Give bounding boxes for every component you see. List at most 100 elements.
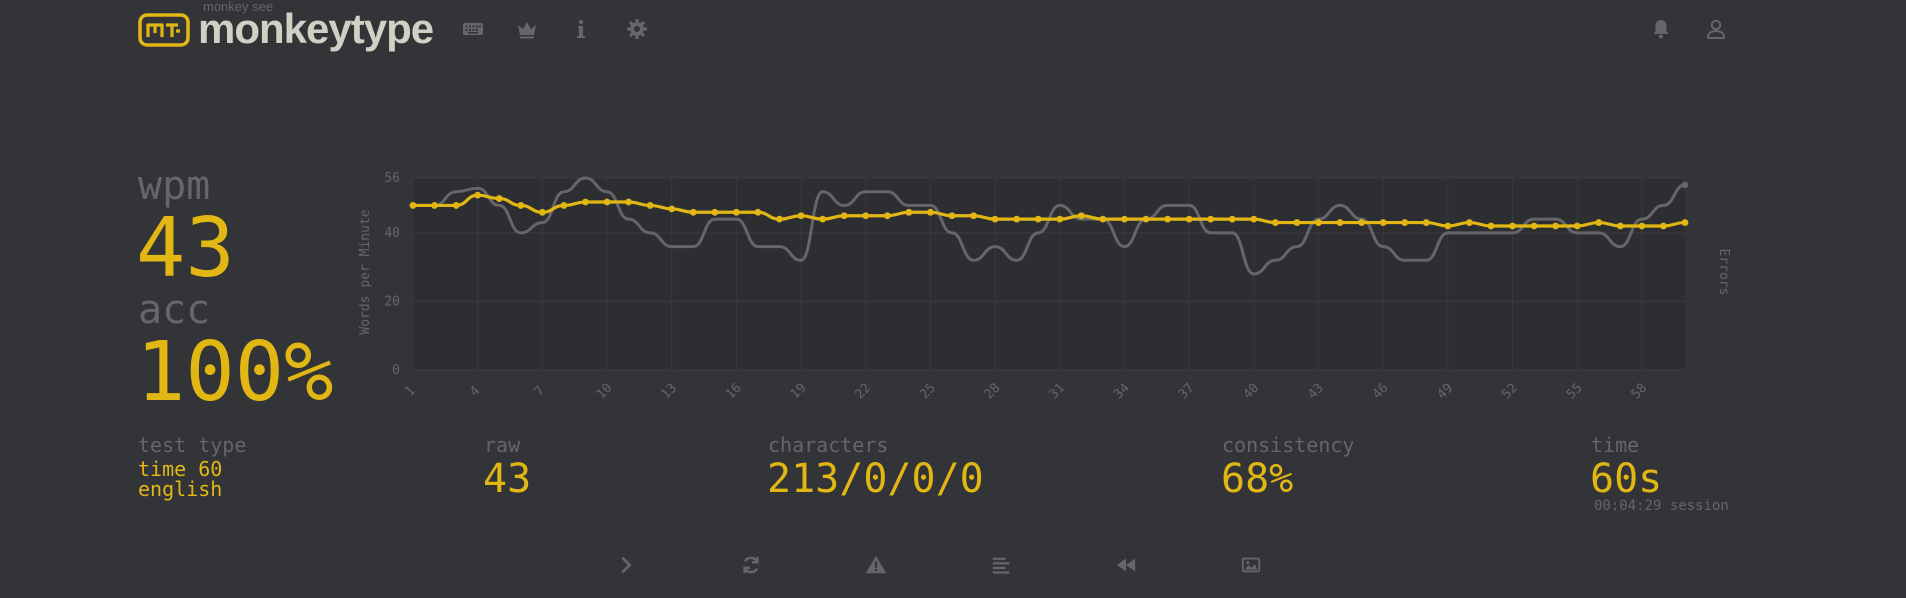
wpm-series-point [970, 212, 977, 220]
wpm-series-point [1552, 222, 1560, 230]
wpm-series-point [948, 212, 956, 220]
chart-grid [412, 177, 1685, 371]
next-test-button[interactable] [610, 549, 642, 581]
characters-value: 213/0/0/0 [767, 456, 984, 502]
chart-y-tick-label: 40 [384, 226, 400, 241]
words-history-button[interactable] [985, 549, 1017, 581]
screenshot-button[interactable] [1235, 549, 1267, 581]
restart-button[interactable] [735, 549, 767, 581]
session-time: 00:04:29 session [1594, 498, 1729, 514]
wpm-series-point [1595, 219, 1603, 226]
wpm-series-point [689, 208, 697, 216]
consistency-value: 68% [1221, 456, 1294, 502]
user-icon[interactable] [1703, 16, 1729, 42]
wpm-series-point [1379, 219, 1387, 226]
replay-button[interactable] [1110, 549, 1142, 581]
wpm-series-point [1358, 219, 1366, 226]
wpm-series-point [776, 215, 783, 223]
wpm-series-point [819, 215, 827, 223]
chart-x-tick-label: 22 [852, 381, 874, 403]
chart-x-tick-label: 19 [788, 381, 810, 403]
test-type-label: test type [138, 433, 247, 457]
chart-x-tick-label: 28 [982, 381, 1004, 403]
time-value: 60s [1590, 456, 1663, 502]
crown-icon[interactable] [514, 16, 540, 42]
chart-x-tick-label: 46 [1370, 381, 1392, 403]
wpm-series-point [1487, 222, 1495, 230]
wpm-series-point [409, 202, 417, 209]
logo-text[interactable]: monkeytype [198, 5, 434, 52]
consistency-label: consistency [1222, 433, 1355, 457]
chart-y-tick-label: 56 [384, 171, 400, 186]
chart-x-tick-label: 34 [1111, 381, 1133, 403]
chart-x-tick-label: 7 [532, 383, 548, 399]
chart-x-tick-label: 10 [594, 381, 616, 403]
wpm-series-point [1164, 215, 1171, 223]
words-history-icon [992, 557, 1010, 574]
wpm-series-point [1509, 222, 1516, 230]
report-icon [865, 555, 887, 574]
wpm-series-point [1293, 219, 1301, 226]
chart-x-tick-label: 4 [467, 383, 483, 399]
chart-x-tick-label: 55 [1564, 381, 1586, 403]
chart-x-tick-label: 16 [723, 381, 745, 403]
wpm-series-point [1121, 215, 1128, 223]
wpm-series-point [754, 208, 762, 216]
wpm-series-point [1444, 222, 1452, 230]
wpm-series-point [668, 205, 676, 213]
characters-label: characters [768, 433, 889, 457]
test-type-mode[interactable]: time 60 [138, 457, 223, 481]
bell-icon[interactable] [1648, 16, 1674, 42]
chart-x-tick-label: 13 [658, 381, 680, 403]
wpm-series-point [1250, 215, 1258, 223]
logo-icon[interactable] [138, 13, 190, 47]
wpm-series-point [1573, 222, 1581, 230]
chart-x-ticks: 1 4 7 10 13 16 19 22 25 28 31 34 37 40 43 46 49 52 55 58 [402, 381, 1650, 403]
wpm-label: wpm [138, 163, 211, 209]
wpm-series-point [883, 212, 891, 220]
raw-series-point [1681, 181, 1689, 189]
wpm-series-point [582, 198, 589, 206]
wpm-series-point [905, 208, 913, 216]
acc-value: 100% [136, 325, 334, 420]
chart-x-tick-label: 37 [1176, 381, 1198, 403]
wpm-series-point [1315, 219, 1322, 226]
chart-x-tick-label: 40 [1241, 381, 1263, 403]
chart-x-tick-label: 43 [1305, 381, 1327, 403]
raw-value: 43 [483, 456, 532, 502]
chart-x-tick-label: 58 [1629, 381, 1651, 403]
chart-x-tick-label: 25 [917, 381, 939, 403]
wpm-series-point [646, 202, 654, 209]
gear-icon[interactable] [624, 16, 650, 42]
wpm-series-point [1228, 215, 1236, 223]
wpm-series-point [1422, 219, 1430, 226]
wpm-series-point [560, 202, 568, 209]
acc-label: acc [138, 287, 211, 333]
wpm-series-point [1660, 222, 1667, 230]
chart-y-axis-label: Words per Minute [358, 209, 373, 334]
wpm-series-point [625, 198, 632, 206]
restart-icon [743, 556, 759, 574]
chart-x-tick-label: 49 [1435, 381, 1457, 403]
keyboard-icon[interactable] [460, 16, 486, 42]
wpm-series-point [927, 208, 934, 216]
wpm-series-point [495, 195, 503, 202]
test-type-language[interactable]: english [138, 477, 223, 501]
wpm-series-point [1099, 215, 1107, 223]
wpm-series-point [1207, 215, 1215, 223]
wpm-series-point [797, 212, 805, 220]
wpm-series-point [1034, 215, 1042, 223]
wpm-series-point [1336, 219, 1344, 226]
report-button[interactable] [860, 549, 892, 581]
chart-x-tick-label: 1 [402, 383, 418, 399]
wpm-series-point [991, 215, 999, 223]
wpm-series-point [431, 202, 438, 209]
info-icon[interactable] [568, 16, 594, 42]
wpm-series-point [1530, 222, 1538, 230]
chart-plot-area [413, 178, 1685, 370]
wpm-series-point [862, 212, 870, 220]
chart-y-tick-label: 20 [384, 294, 400, 309]
raw-label: raw [484, 433, 521, 457]
wpm-series-point [1142, 215, 1150, 223]
wpm-chart: 0 20 40 56 1 4 7 10 13 16 19 22 25 28 31 34 37 40 43 46 49 5… [358, 171, 1731, 403]
